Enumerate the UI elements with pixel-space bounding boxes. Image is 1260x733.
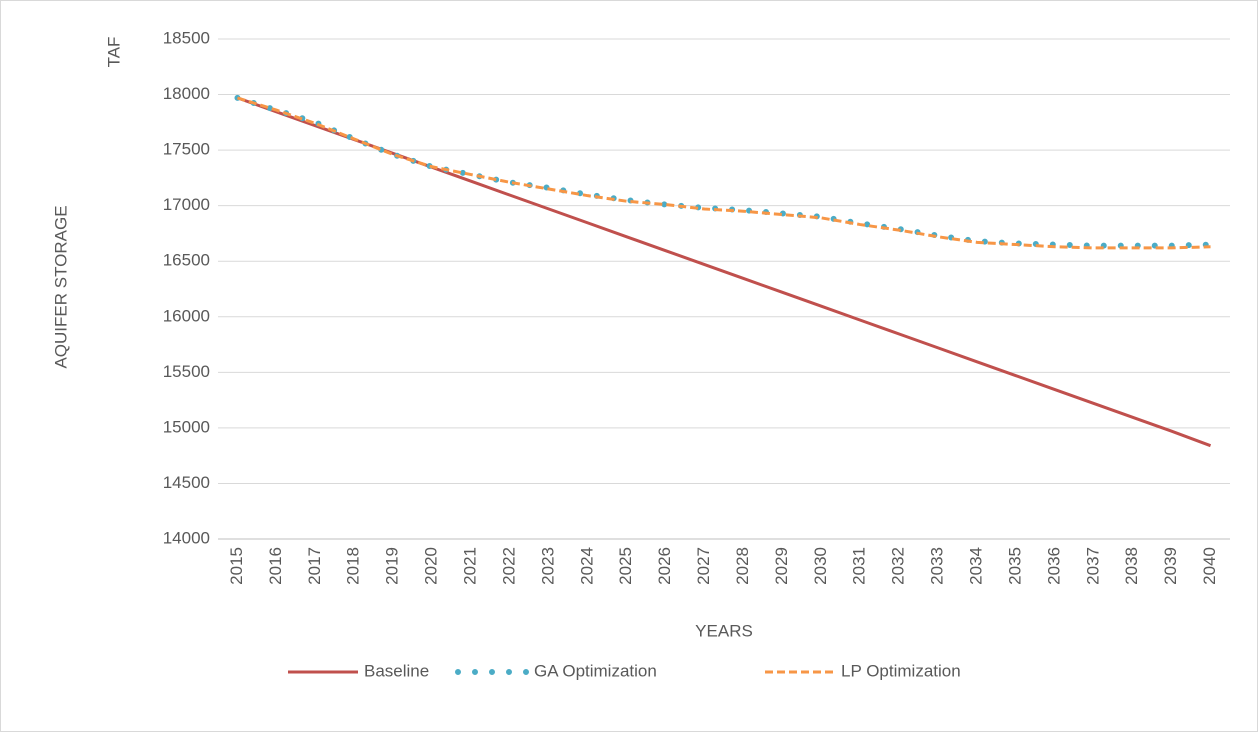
y-tick-label: 18500 <box>163 28 210 47</box>
x-tick-label: 2032 <box>889 547 908 585</box>
legend: Baseline GA Optimization LP Optimization <box>288 661 961 680</box>
x-tick-label: 2025 <box>616 547 635 585</box>
legend-label: LP Optimization <box>841 661 961 680</box>
x-tick-label: 2019 <box>383 547 402 585</box>
y-tick-label: 14500 <box>163 473 210 492</box>
x-tick-label: 2030 <box>811 547 830 585</box>
legend-label: Baseline <box>364 661 429 680</box>
y-tick-label: 14000 <box>163 528 210 547</box>
x-tick-label: 2040 <box>1200 547 1219 585</box>
y-axis-unit: TAF <box>104 37 123 68</box>
y-tick-label: 17500 <box>163 140 210 159</box>
x-tick-label: 2024 <box>577 547 596 585</box>
x-tick-label: 2026 <box>655 547 674 585</box>
x-tick-label: 2017 <box>305 547 324 585</box>
y-tick-label: 15000 <box>163 417 210 436</box>
y-tick-label: 18000 <box>163 84 210 103</box>
x-tick-label: 2033 <box>928 547 947 585</box>
x-tick-label: 2027 <box>694 547 713 585</box>
x-tick-label: 2031 <box>850 547 869 585</box>
x-tick-label: 2022 <box>499 547 518 585</box>
x-tick-label: 2020 <box>422 547 441 585</box>
y-tick-label: 16000 <box>163 306 210 325</box>
y-tick-label: 16500 <box>163 251 210 270</box>
x-tick-label: 2021 <box>460 547 479 585</box>
x-tick-label: 2037 <box>1083 547 1102 585</box>
x-tick-label: 2035 <box>1005 547 1024 585</box>
x-tick-label: 2029 <box>772 547 791 585</box>
x-tick-label: 2016 <box>266 547 285 585</box>
x-tick-label: 2039 <box>1161 547 1180 585</box>
x-tick-label: 2015 <box>227 547 246 585</box>
x-axis-title: YEARS <box>695 621 753 640</box>
x-tick-label: 2034 <box>966 547 985 585</box>
x-tick-label: 2036 <box>1044 547 1063 585</box>
x-tick-label: 2023 <box>538 547 557 585</box>
x-tick-label: 2038 <box>1122 547 1141 585</box>
y-tick-label: 15500 <box>163 362 210 381</box>
x-tick-label: 2018 <box>344 547 363 585</box>
series-line <box>237 96 1211 250</box>
x-tick-label: 2028 <box>733 547 752 585</box>
y-tick-label: 17000 <box>163 195 210 214</box>
y-axis-title: AQUIFER STORAGE <box>51 205 70 368</box>
legend-label: GA Optimization <box>534 661 657 680</box>
